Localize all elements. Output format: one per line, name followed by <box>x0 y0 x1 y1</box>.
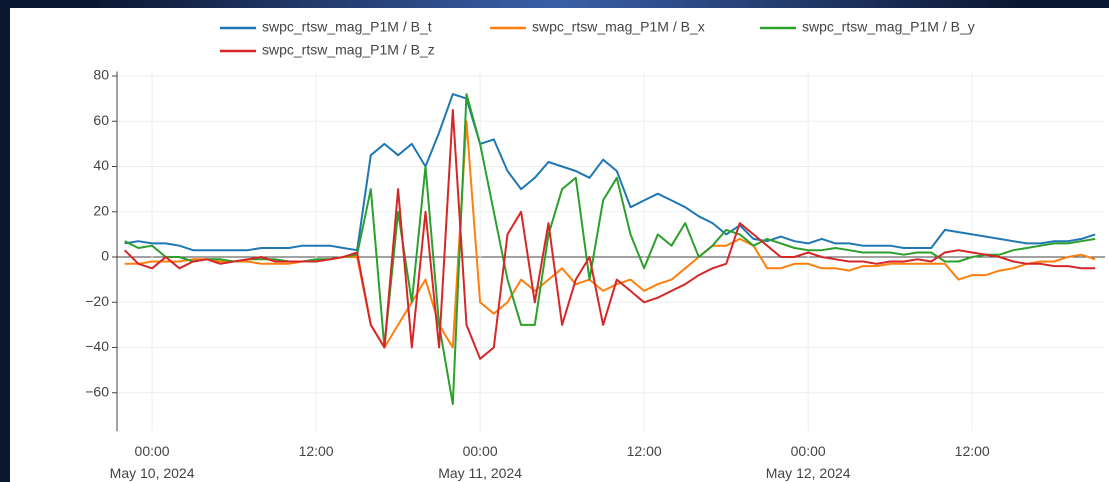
x-tick-label: 00:00 May 11, 2024 <box>410 440 550 482</box>
y-tick-label: 60 <box>93 112 109 128</box>
screen: −60 −40 −20 0 20 40 60 80 swpc_rtsw_mag_P1M / B_… <box>0 0 1109 482</box>
data-line <box>125 94 1095 404</box>
x-tick-label: 00:00 May 10, 2024 <box>82 440 222 482</box>
legend-label: swpc_rtsw_mag_P1M / B_x <box>532 19 705 35</box>
y-tick-label: 80 <box>93 67 109 83</box>
legend-label: swpc_rtsw_mag_P1M / B_y <box>802 19 975 35</box>
data-line <box>125 110 1095 359</box>
y-tick-label: 0 <box>101 248 109 264</box>
legend-label: swpc_rtsw_mag_P1M / B_z <box>262 42 435 58</box>
data-line <box>125 94 1095 250</box>
x-tick-label: 00:00 May 12, 2024 <box>738 440 878 482</box>
y-tick-label: 40 <box>93 157 109 173</box>
x-tick-label: 12:00 <box>902 440 1042 462</box>
x-tick-label: 12:00 <box>246 440 386 462</box>
y-tick-label: −20 <box>85 293 109 309</box>
chart: −60 −40 −20 0 20 40 60 80 swpc_rtsw_mag_P1M / B_… <box>0 0 1109 482</box>
x-tick-label: 12:00 <box>574 440 714 462</box>
y-tick-label: 20 <box>93 202 109 218</box>
y-tick-label: −60 <box>85 383 109 399</box>
legend-label: swpc_rtsw_mag_P1M / B_t <box>262 19 432 35</box>
data-line <box>125 121 1095 347</box>
y-tick-label: −40 <box>85 338 109 354</box>
